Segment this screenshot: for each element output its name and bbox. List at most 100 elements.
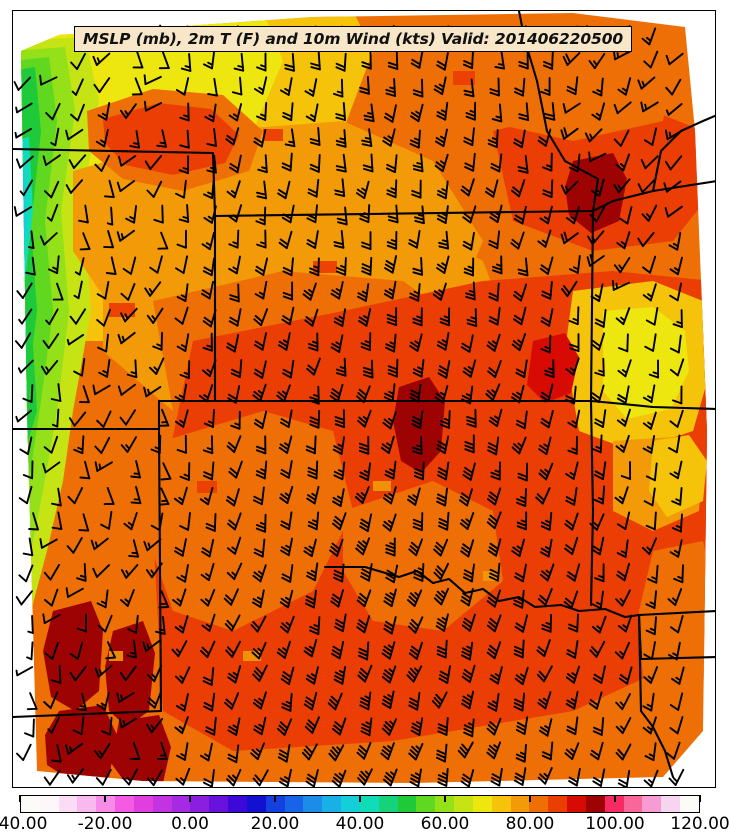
wind-barb (645, 590, 658, 609)
colorbar-tick-label: 60.00 (420, 814, 470, 834)
wind-barb (40, 360, 59, 376)
wind-barb (515, 359, 528, 379)
colorbar-cell (548, 796, 568, 812)
wind-barb (408, 742, 424, 761)
wind-barb (231, 76, 243, 96)
wind-barb (488, 562, 501, 582)
wind-barb (645, 511, 657, 531)
wind-barb (14, 127, 32, 139)
wind-barb (616, 408, 631, 427)
wind-barb (233, 52, 245, 72)
wind-barb (96, 589, 109, 609)
wind-barb (669, 716, 684, 735)
colorbar-cell (454, 796, 473, 812)
wind-barb (544, 101, 556, 121)
wind-barb (144, 155, 163, 170)
wind-barb (488, 230, 501, 250)
wind-barb (567, 435, 578, 455)
wind-barb (411, 179, 422, 199)
wind-barb (361, 128, 373, 147)
wind-barb (588, 53, 606, 70)
wind-barb (664, 155, 683, 171)
wind-barb (644, 333, 657, 352)
wind-barb (228, 255, 241, 275)
wind-barb (383, 104, 397, 123)
wind-barb (407, 589, 423, 607)
wind-barb (542, 152, 553, 172)
wind-barb (511, 538, 525, 558)
wind-barb (363, 103, 375, 123)
wind-barb (51, 408, 60, 428)
wind-barb (252, 589, 265, 608)
wind-barb (14, 332, 32, 349)
wind-barb (225, 127, 240, 146)
wind-barb (309, 385, 320, 405)
wind-barb (252, 486, 265, 506)
wind-barb (92, 564, 111, 578)
wind-barb (433, 538, 449, 557)
wind-barb (22, 384, 34, 403)
wind-barb (668, 641, 681, 661)
wind-barb (594, 309, 607, 328)
colorbar-cell (265, 796, 285, 812)
wind-barb (24, 718, 35, 738)
colorbar-cell (133, 796, 153, 812)
wind-barb (641, 537, 658, 555)
wind-barb (252, 564, 267, 583)
wind-barb (105, 256, 117, 275)
wind-barb (538, 462, 554, 481)
wind-barb (48, 255, 60, 275)
wind-barb (381, 665, 397, 684)
wind-barb (96, 308, 111, 327)
wind-barb (120, 307, 138, 323)
wind-barb (409, 282, 421, 302)
wind-barb (335, 102, 346, 121)
wind-barb (541, 741, 554, 761)
wind-barb (643, 769, 659, 787)
wind-barb (409, 768, 422, 787)
wind-barb (489, 666, 503, 685)
wind-barb (277, 743, 291, 763)
wind-barb (174, 538, 187, 557)
wind-barb (562, 52, 581, 66)
wind-barb (227, 512, 242, 531)
wind-barb (282, 359, 295, 379)
colorbar-cell (209, 796, 229, 812)
wind-barb (488, 306, 501, 326)
wind-barb (491, 103, 503, 123)
wind-barb (490, 153, 503, 173)
wind-barb (484, 179, 499, 198)
wind-barb (643, 487, 656, 507)
wind-barb (176, 283, 189, 302)
wind-barb (16, 743, 32, 761)
wind-barb (200, 640, 216, 659)
wind-barb (276, 384, 291, 403)
wind-barb (669, 460, 683, 480)
wind-barb (332, 512, 347, 531)
wind-barb (669, 334, 682, 354)
wind-barb (494, 50, 505, 70)
wind-barb (487, 692, 500, 712)
wind-barb (537, 691, 552, 710)
colorbar-tick-label: 40.00 (335, 814, 385, 834)
wind-barb (202, 461, 215, 481)
wind-barb (359, 691, 372, 711)
colorbar-tick (444, 795, 446, 802)
wind-barb (513, 692, 526, 712)
wind-barb (280, 460, 293, 479)
wind-barb (510, 231, 525, 250)
wind-barb (335, 256, 347, 276)
wind-barb (486, 589, 501, 608)
wind-barb (327, 692, 343, 711)
wind-barb (439, 409, 451, 429)
wind-barb (227, 744, 240, 764)
wind-barb (620, 461, 632, 480)
wind-barb (51, 744, 62, 763)
map-svg (13, 11, 715, 787)
wind-barb (150, 434, 162, 454)
colorbar-cell (39, 796, 59, 812)
wind-barb (642, 283, 657, 302)
wind-barb (18, 485, 33, 505)
wind-barb (76, 562, 87, 582)
wind-barb (359, 204, 371, 224)
